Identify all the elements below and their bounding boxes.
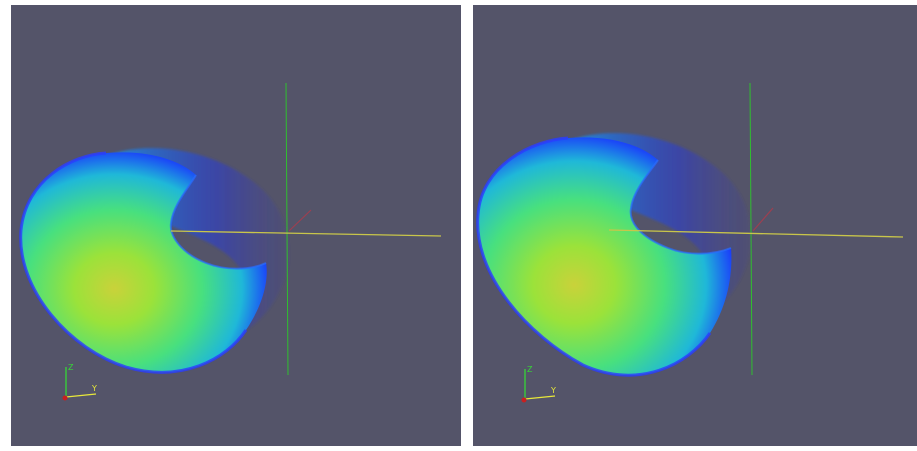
orientation-axes-widget: Z Y <box>521 365 556 403</box>
orient-x-axis <box>521 397 527 403</box>
surface-inner-edge <box>169 174 267 270</box>
axis-diagonal <box>752 207 774 232</box>
axis-vertical <box>285 82 289 376</box>
axis-horizontal <box>170 230 442 237</box>
surface-body <box>477 137 732 376</box>
axis-horizontal <box>608 229 904 238</box>
surface-rim <box>19 151 248 374</box>
orient-y-label: Y <box>91 384 97 393</box>
render-view-right[interactable]: Z Y <box>473 5 917 446</box>
orient-x-axis <box>62 395 68 401</box>
axis-diagonal <box>288 209 312 232</box>
surface-body <box>20 152 267 373</box>
render-canvas-right: Z Y <box>476 82 904 403</box>
axis-vertical <box>749 82 753 376</box>
render-canvas-left: Z Y <box>19 82 442 401</box>
orient-y-label: Y <box>550 386 556 395</box>
orient-y-axis <box>524 395 556 400</box>
orient-z-label: Z <box>68 363 74 372</box>
orient-z-label: Z <box>527 365 533 374</box>
orientation-axes-widget: Z Y <box>62 363 97 401</box>
surface-inner-edge <box>629 159 732 255</box>
surface-rim <box>476 136 712 377</box>
orient-y-axis <box>65 393 97 398</box>
render-view-left[interactable]: Z Y <box>11 5 461 446</box>
